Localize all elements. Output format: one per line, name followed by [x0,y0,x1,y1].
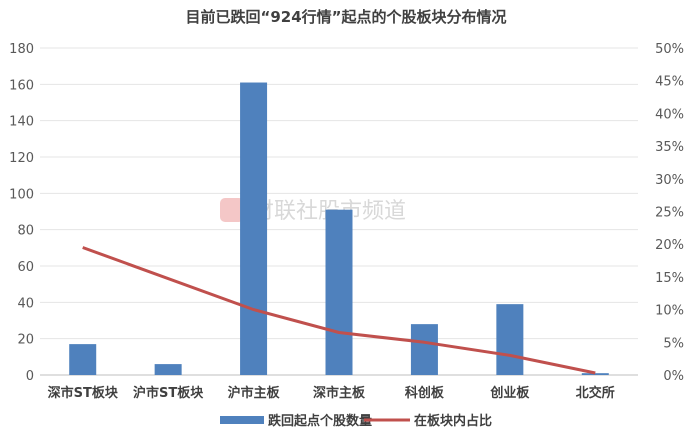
bar [496,304,524,375]
category-label: 科创板 [405,385,445,401]
y2-tick-label: 40% [655,107,684,122]
line-path [82,246,596,375]
y2-tick-label: 15% [655,271,684,286]
y2-tick-label: 0% [663,369,684,384]
legend-line-label: 在板块内占比 [414,413,492,429]
y2-tick-label: 50% [655,42,684,57]
bar [410,324,438,375]
legend: 跌回起点个股数量 在板块内占比 [220,413,492,429]
watermark-logo-icon [220,198,244,222]
category-label: 深市主板 [313,385,366,401]
y-tick-label: 100 [9,187,34,202]
bar [581,373,609,375]
y2-tick-label: 5% [663,336,684,351]
y-tick-label: 0 [26,369,34,384]
bar [69,344,97,375]
y2-tick-label: 25% [655,206,684,221]
y-tick-label: 180 [9,42,34,57]
category-label: 创业板 [489,385,530,401]
legend-bar-swatch [220,416,264,424]
right-axis-ticks: 0% 5% 10% 15% 20% 25% 30% 35% 40% 45% 50% [655,42,684,384]
bar [325,209,353,375]
bar-series [69,82,609,376]
category-label: 沪市ST板块 [133,385,204,401]
category-label: 北交所 [576,385,615,401]
category-labels: 深市ST板块 沪市ST板块 沪市主板 深市主板 科创板 创业板 北交所 [48,385,615,401]
y-tick-label: 160 [9,78,34,93]
y-tick-label: 120 [9,151,34,166]
left-axis-ticks: 0 20 40 60 80 100 120 140 160 180 [9,42,34,384]
category-label: 沪市主板 [228,385,281,401]
y-tick-label: 20 [17,333,34,348]
y2-tick-label: 20% [655,238,684,253]
line-series [82,246,596,375]
legend-bar-label: 跌回起点个股数量 [268,413,372,429]
y-tick-label: 80 [17,224,34,239]
y2-tick-label: 30% [655,173,684,188]
y-tick-label: 60 [17,260,34,275]
chart-title: 目前已跌回“924行情”起点的个股板块分布情况 [185,8,506,26]
y2-tick-label: 45% [655,75,684,90]
y2-tick-label: 35% [655,140,684,155]
bar [240,82,268,376]
y-tick-label: 140 [9,115,34,130]
category-label: 深市ST板块 [48,385,119,401]
y-tick-label: 40 [17,296,34,311]
y2-tick-label: 10% [655,304,684,319]
bar [154,364,182,375]
